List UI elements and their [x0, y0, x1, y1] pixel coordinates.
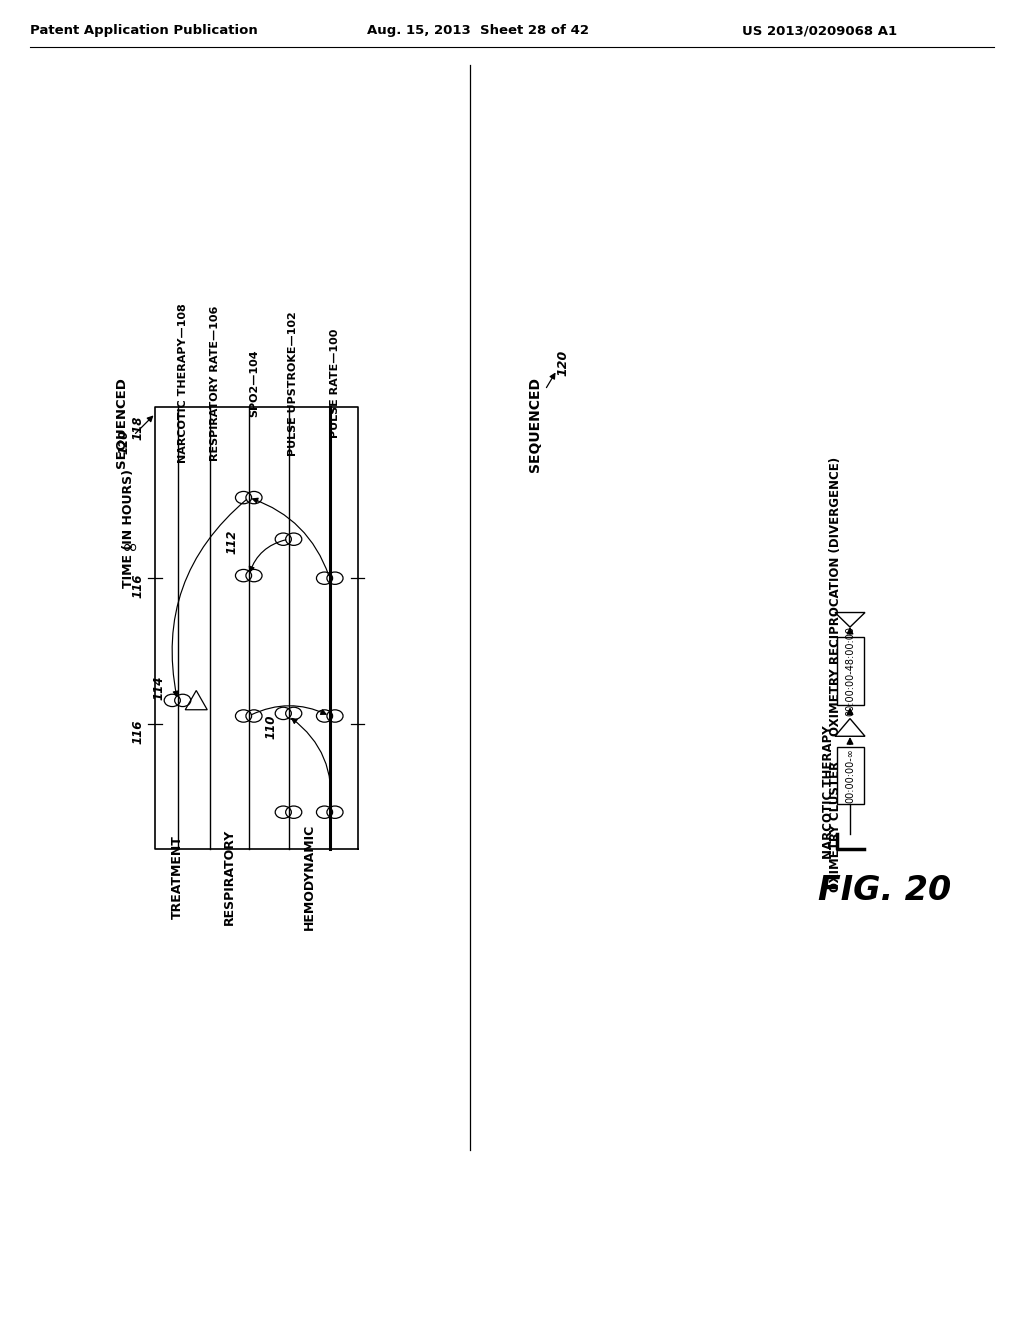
- Text: TREATMENT: TREATMENT: [171, 836, 184, 919]
- Text: 114: 114: [153, 676, 165, 700]
- Text: 112: 112: [225, 529, 239, 554]
- Text: RESPIRATORY: RESPIRATORY: [223, 829, 236, 925]
- Text: Patent Application Publication: Patent Application Publication: [30, 24, 258, 37]
- Bar: [837, 638, 863, 705]
- Text: RESPIRATORY RATE—106: RESPIRATORY RATE—106: [210, 305, 220, 461]
- Text: HEMODYNAMIC: HEMODYNAMIC: [303, 824, 315, 931]
- Text: SEQUENCED: SEQUENCED: [115, 376, 128, 467]
- Bar: [837, 747, 863, 804]
- Text: NARCOTIC THERAPY—108: NARCOTIC THERAPY—108: [177, 304, 187, 463]
- Text: US 2013/0209068 A1: US 2013/0209068 A1: [742, 24, 897, 37]
- Text: 120: 120: [117, 429, 130, 454]
- Text: 00:00:00-∞: 00:00:00-∞: [845, 748, 855, 804]
- Text: PULSE RATE—100: PULSE RATE—100: [330, 329, 340, 438]
- Text: FIG. 20: FIG. 20: [818, 874, 951, 907]
- Text: 116: 116: [132, 719, 145, 743]
- Text: 116: 116: [132, 574, 145, 598]
- Text: 120: 120: [556, 350, 569, 376]
- Text: OXIMETRY CLUSTER: OXIMETRY CLUSTER: [829, 760, 842, 892]
- Text: PULSE UPSTROKE—102: PULSE UPSTROKE—102: [289, 310, 299, 455]
- Text: OXIMETRY RECIPROCATION (DIVERGENCE): OXIMETRY RECIPROCATION (DIVERGENCE): [829, 457, 842, 737]
- Text: TIME (IN HOURS): TIME (IN HOURS): [122, 470, 135, 589]
- Text: 118: 118: [132, 416, 145, 440]
- Text: 110: 110: [265, 714, 278, 739]
- Text: NARCOTIC THERAPY: NARCOTIC THERAPY: [822, 726, 836, 859]
- Text: Aug. 15, 2013  Sheet 28 of 42: Aug. 15, 2013 Sheet 28 of 42: [367, 24, 589, 37]
- Text: SPO2—104: SPO2—104: [249, 350, 259, 417]
- Text: SEQUENCED: SEQUENCED: [528, 378, 542, 473]
- Text: ∞: ∞: [122, 537, 138, 557]
- Text: 00:00:00-48:00:00: 00:00:00-48:00:00: [845, 626, 855, 715]
